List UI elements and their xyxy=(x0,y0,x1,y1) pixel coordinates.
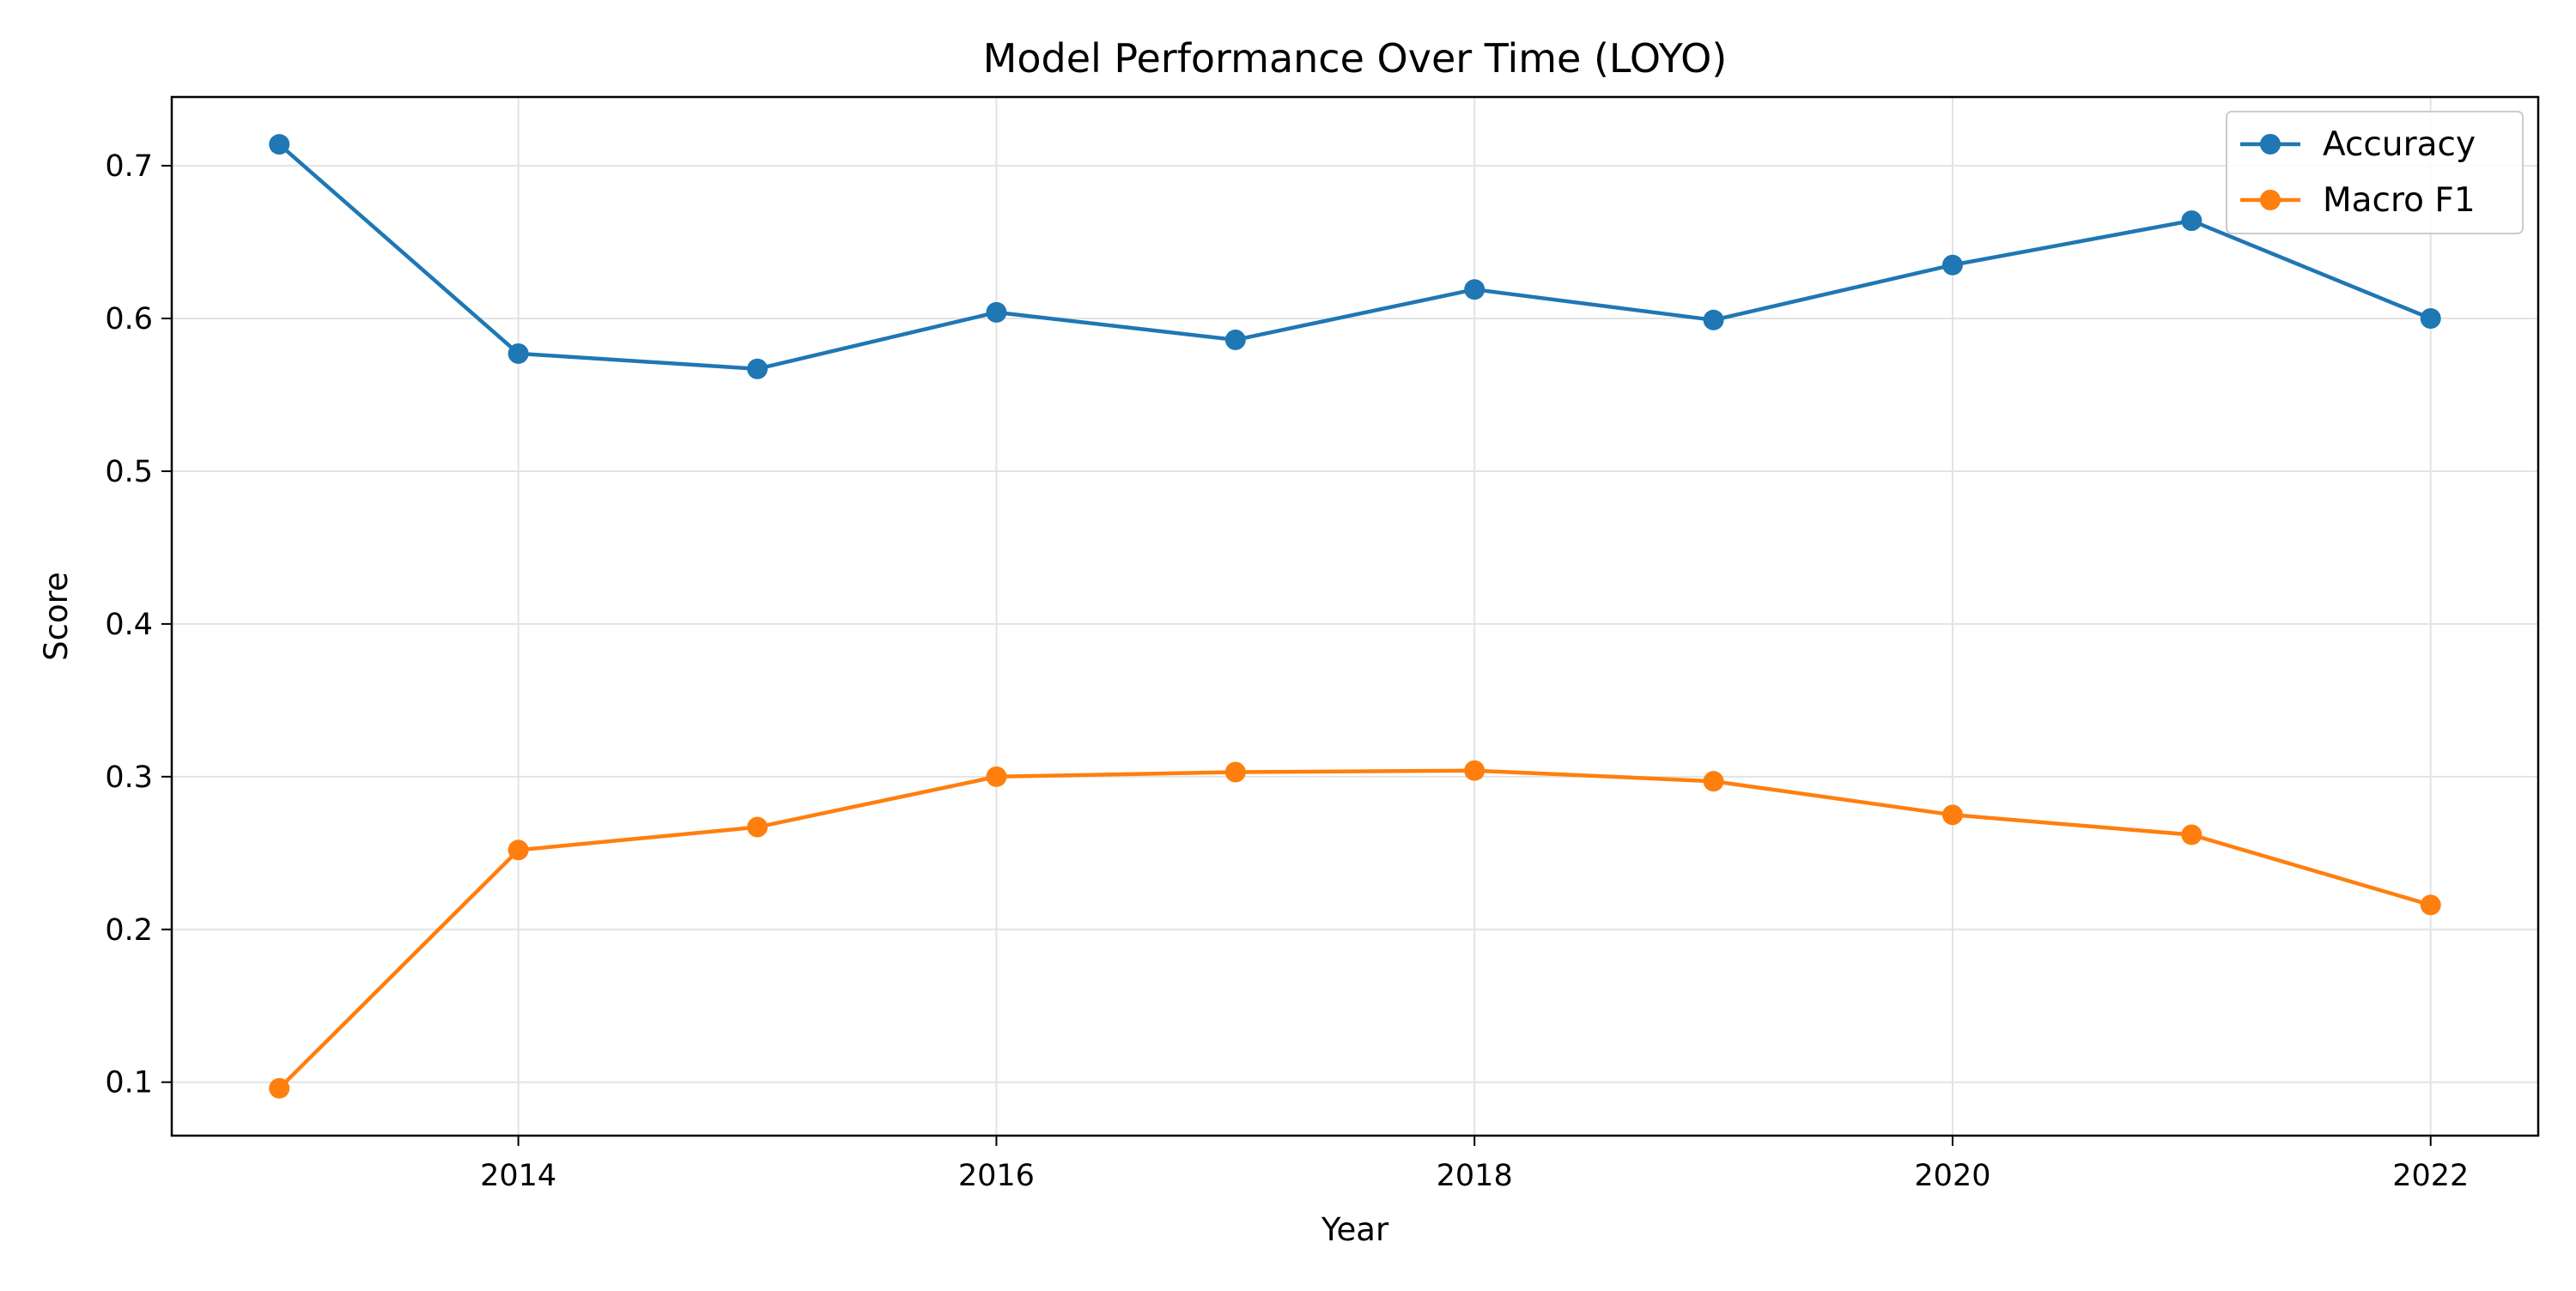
data-point xyxy=(1941,254,1963,276)
y-tick-label: 0.2 xyxy=(105,913,153,948)
data-point xyxy=(269,134,290,155)
x-tick-label: 2016 xyxy=(958,1159,1035,1193)
legend-marker-1 xyxy=(2260,190,2281,210)
y-tick-label: 0.3 xyxy=(105,761,153,795)
y-tick-label: 0.6 xyxy=(105,302,153,336)
x-tick-label: 2020 xyxy=(1914,1159,1990,1193)
axis-ticks: 2014 2016 2018 2020 2022 0.1 0.2 0.3 0.4 0.5 0.6 0.… xyxy=(105,149,2469,1193)
data-point xyxy=(747,816,769,838)
data-point xyxy=(2181,824,2202,846)
data-point xyxy=(986,766,1007,787)
data-point xyxy=(269,1077,290,1099)
gridlines xyxy=(172,97,2538,1136)
legend-label-0: Accuracy xyxy=(2323,125,2476,164)
y-tick-label: 0.4 xyxy=(105,608,153,642)
data-point xyxy=(2181,210,2202,232)
y-tick-label: 0.7 xyxy=(105,149,153,184)
y-axis-label: Score xyxy=(38,572,75,661)
y-tick-label: 0.1 xyxy=(105,1066,153,1100)
data-point xyxy=(507,342,529,364)
series-line-0 xyxy=(277,142,2432,371)
x-tick-label: 2018 xyxy=(1437,1159,1513,1193)
plot-area-frame xyxy=(170,95,2540,1137)
x-tick-label: 2014 xyxy=(480,1159,556,1193)
data-point xyxy=(1464,760,1485,781)
data-point xyxy=(1703,771,1724,792)
data-point xyxy=(986,301,1007,323)
series-line-1 xyxy=(277,768,2432,1090)
data-point xyxy=(1703,309,1724,330)
data-point xyxy=(507,839,529,861)
legend-box xyxy=(2226,111,2524,234)
data-point xyxy=(1224,761,1246,783)
data-point xyxy=(747,358,769,379)
y-tick-label: 0.5 xyxy=(105,455,153,489)
data-point xyxy=(2420,894,2441,916)
data-point xyxy=(1224,329,1246,350)
chart-title: Model Performance Over Time (LOYO) xyxy=(983,35,1728,82)
data-point xyxy=(1464,279,1485,300)
legend-marker-0 xyxy=(2260,134,2281,155)
legend-label-1: Macro F1 xyxy=(2323,181,2476,220)
x-axis-label: Year xyxy=(1321,1211,1389,1248)
legend: Accuracy Macro F1 xyxy=(2226,111,2524,234)
data-point xyxy=(2420,308,2441,330)
series-layer xyxy=(269,134,2441,1099)
x-tick-label: 2022 xyxy=(2392,1159,2469,1193)
data-point xyxy=(1941,804,1963,826)
